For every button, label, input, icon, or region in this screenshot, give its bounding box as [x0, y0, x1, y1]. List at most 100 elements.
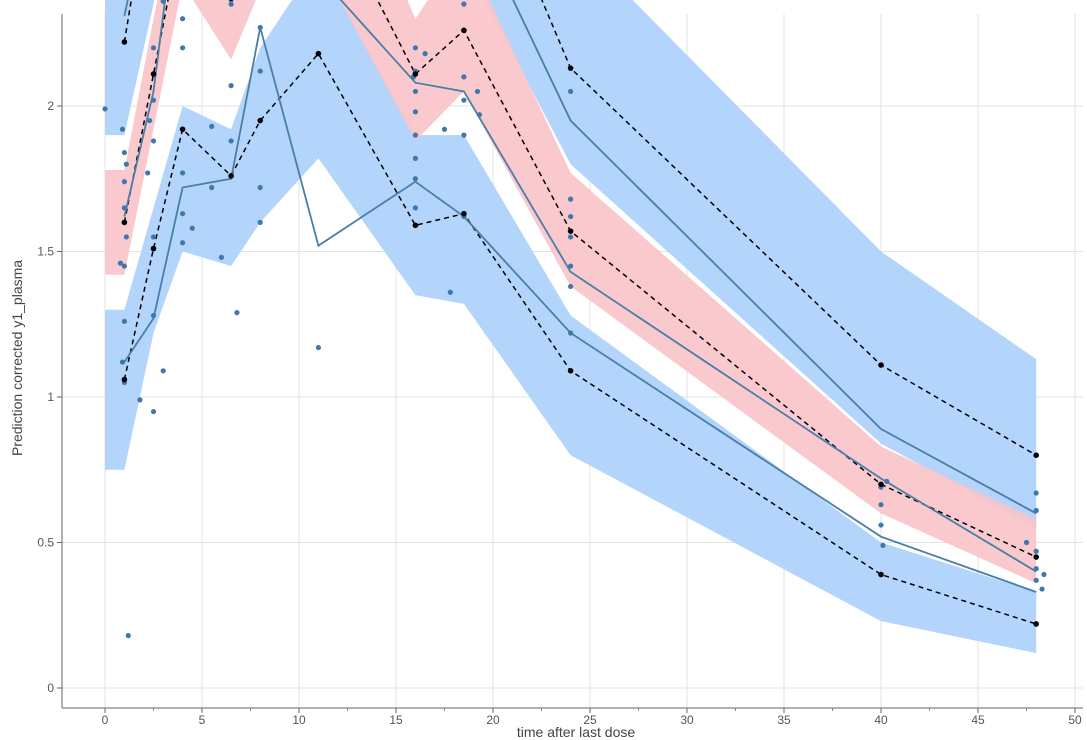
simulated-marker-lower — [257, 117, 264, 124]
observation-point — [119, 126, 126, 132]
x-tick-label: 50 — [1068, 713, 1082, 727]
observation-point — [412, 88, 418, 95]
observation-point — [257, 219, 263, 225]
observation-point — [568, 196, 574, 202]
simulated-marker-lower — [228, 173, 234, 179]
observation-point — [461, 132, 467, 138]
observation-point — [412, 205, 418, 211]
simulated-marker-upper — [878, 362, 884, 368]
y-tick-label: 0.5 — [37, 536, 54, 550]
observation-point — [160, 0, 166, 4]
simulated-marker-median — [228, 0, 234, 2]
simulated-marker-upper — [1033, 452, 1039, 459]
simulated-marker-lower — [461, 210, 467, 217]
simulated-marker-median — [150, 71, 157, 77]
axes — [57, 14, 1083, 713]
observation-point — [228, 83, 234, 89]
observed-line-upper — [123, 0, 1037, 515]
simulated-line-lower — [123, 52, 1037, 625]
observation-point — [150, 312, 157, 319]
observation-point — [160, 368, 166, 374]
observation-point — [234, 310, 240, 316]
observation-point — [1023, 539, 1030, 546]
observation-point — [123, 234, 129, 240]
observation-point — [102, 106, 108, 112]
observation-point — [117, 260, 124, 266]
observation-point — [880, 542, 886, 549]
x-tick-label: 30 — [680, 713, 694, 727]
simulated-marker-lower — [412, 222, 419, 229]
simulated-percentile-markers — [121, 0, 1039, 627]
observation-point — [180, 16, 186, 22]
x-tick-label: 45 — [971, 713, 985, 727]
observation-point — [412, 45, 418, 51]
simulated-line-median — [123, 0, 1037, 558]
observation-point — [422, 51, 428, 57]
observation-point — [147, 117, 153, 124]
observation-point — [1039, 586, 1045, 592]
observation-point — [568, 234, 574, 240]
observation-point — [257, 68, 263, 74]
observation-point — [121, 205, 127, 211]
observation-point — [180, 45, 186, 51]
observation-point — [461, 74, 467, 80]
observation-point — [125, 633, 131, 639]
observation-point — [1033, 548, 1039, 554]
observation-point — [441, 126, 448, 132]
prediction-interval-bands — [105, 0, 1037, 654]
simulated-line-upper — [123, 0, 1037, 456]
observed-line-lower — [123, 27, 1037, 593]
observation-point — [1041, 571, 1047, 578]
observation-point — [180, 240, 186, 246]
y-tick-label: 1.5 — [37, 245, 54, 259]
observation-point — [150, 45, 157, 51]
observation-point — [878, 522, 884, 528]
band-upper-percentile — [105, 0, 1037, 528]
observation-point — [568, 330, 574, 336]
x-tick-label: 40 — [874, 713, 888, 727]
observation-point — [1033, 507, 1039, 514]
observation-point — [878, 502, 884, 508]
simulated-marker-lower — [150, 245, 157, 252]
observation-point — [461, 1, 467, 7]
y-tick-label: 1 — [47, 390, 54, 404]
y-tick-label: 2 — [47, 99, 54, 113]
observation-point — [119, 359, 126, 365]
x-tick-label: 35 — [777, 713, 791, 727]
simulated-marker-median — [1033, 554, 1039, 560]
y-tick-labels: 00.511.522.533.544.5 — [37, 99, 54, 695]
observation-point — [180, 170, 186, 176]
observation-point — [121, 179, 127, 185]
observation-point — [447, 289, 453, 295]
x-tick-labels: 0 5 10 15 20 25 30 35 40 45 50 — [102, 713, 1082, 727]
observation-point — [568, 213, 574, 220]
simulated-marker-lower — [121, 376, 128, 383]
observation-point — [121, 149, 127, 156]
observation-point — [1033, 577, 1039, 583]
observation-point — [150, 234, 157, 240]
observed-percentile-lines — [123, 0, 1037, 593]
x-tick-label: 5 — [199, 713, 206, 727]
observation-point — [412, 155, 418, 161]
x-tick-label: 15 — [389, 713, 403, 727]
observation-point — [474, 88, 481, 95]
observation-point — [1033, 490, 1039, 496]
observation-point — [257, 24, 263, 31]
band-median-percentile — [105, 0, 1037, 584]
x-tick-label: 25 — [583, 713, 597, 727]
simulated-marker-median — [567, 228, 574, 234]
x-tick-label: 0 — [102, 713, 109, 727]
observation-point — [150, 138, 157, 144]
observation-point — [568, 88, 574, 95]
simulated-marker-lower — [315, 50, 322, 57]
observation-point — [461, 97, 467, 103]
observation-point — [476, 112, 483, 118]
observation-point — [412, 132, 418, 138]
simulated-percentile-lines — [123, 0, 1037, 625]
observed-line-median — [123, 0, 1037, 573]
simulated-marker-median — [878, 481, 884, 488]
observation-point — [412, 176, 418, 182]
observation-point — [568, 283, 574, 290]
simulated-marker-upper — [567, 65, 574, 71]
